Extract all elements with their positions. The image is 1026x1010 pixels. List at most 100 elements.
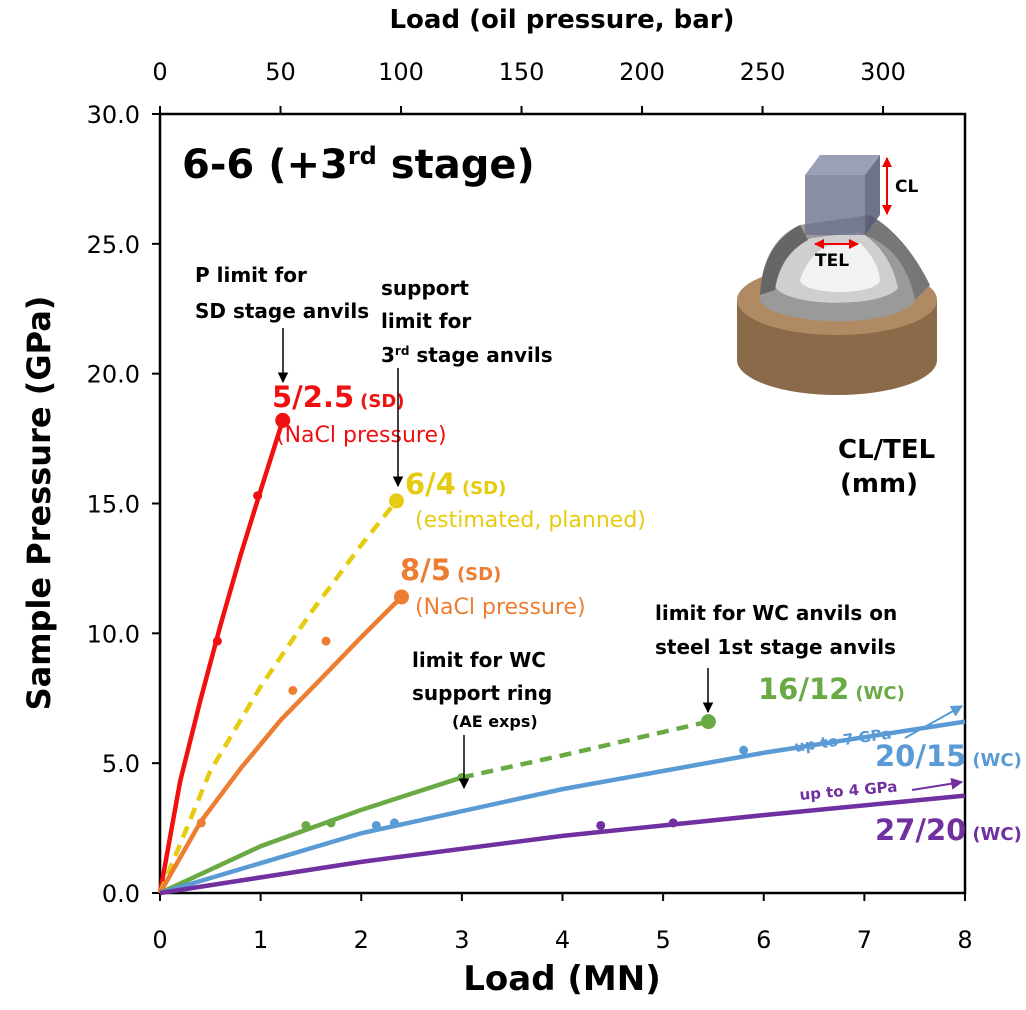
chart-title-part: 6-6 (+3 bbox=[182, 142, 348, 188]
annotation-part: rd bbox=[395, 344, 410, 358]
annotation: steel 1st stage anvils bbox=[655, 635, 896, 659]
limit-point bbox=[275, 412, 291, 428]
x2-tick-label: 250 bbox=[740, 58, 786, 86]
y-tick-label: 10.0 bbox=[87, 620, 140, 648]
series-name: 27/20 bbox=[875, 813, 966, 847]
series-name: 16/12 bbox=[758, 672, 849, 706]
series-note: up to 4 GPa bbox=[799, 778, 898, 804]
data-point bbox=[288, 685, 298, 695]
y-tick-label: 20.0 bbox=[87, 361, 140, 389]
chart-title: 6-6 (+3rd stage) bbox=[182, 142, 535, 188]
series-label: 8/5 (SD) bbox=[400, 553, 501, 587]
y-tick-label: 25.0 bbox=[87, 231, 140, 259]
x2-tick-label: 0 bbox=[152, 58, 167, 86]
data-point bbox=[596, 820, 606, 830]
inset-illustration bbox=[737, 155, 937, 395]
data-point bbox=[457, 772, 467, 782]
series-tag: (WC) bbox=[972, 824, 1022, 845]
annotation-part: SD stage anvils bbox=[195, 299, 369, 323]
annotation-part: limit for bbox=[381, 309, 471, 333]
data-point bbox=[371, 820, 381, 830]
x-tick-label: 1 bbox=[253, 926, 268, 954]
annotation: 3rd stage anvils bbox=[381, 343, 553, 367]
y-axis-title: Sample Pressure (GPa) bbox=[20, 296, 58, 711]
series-name: 8/5 bbox=[400, 553, 451, 587]
x-tick-label: 3 bbox=[454, 926, 469, 954]
y-tick-label: 30.0 bbox=[87, 101, 140, 129]
series-label: 20/15 (WC) bbox=[875, 739, 1022, 773]
annotation: P limit for bbox=[195, 263, 307, 287]
y-tick-label: 0.0 bbox=[102, 880, 140, 908]
series-line bbox=[157, 499, 399, 894]
series-tag: (SD) bbox=[462, 478, 506, 499]
series-tag: (WC) bbox=[855, 683, 905, 704]
annotation: support ring bbox=[412, 681, 552, 705]
series-label: 27/20 (WC) bbox=[875, 813, 1022, 847]
series-name: 20/15 bbox=[875, 739, 966, 773]
note-arrow bbox=[904, 705, 964, 739]
data-point bbox=[212, 636, 222, 646]
inset-caption: (mm) bbox=[840, 469, 918, 499]
inset-caption: CL/TEL bbox=[838, 435, 935, 465]
limit-point bbox=[394, 589, 409, 605]
annotation: limit for WC bbox=[412, 648, 546, 672]
series-note: (estimated, planned) bbox=[415, 508, 646, 533]
series-line bbox=[159, 719, 966, 896]
annotation-part: limit for WC bbox=[412, 648, 546, 672]
y-tick-label: 5.0 bbox=[102, 750, 140, 778]
x-axis-title: Load (MN) bbox=[463, 959, 661, 999]
annotation-part: (AE exps) bbox=[452, 712, 538, 731]
annotation-part: stage anvils bbox=[409, 343, 552, 367]
series-name: 6/4 bbox=[405, 467, 456, 501]
data-point bbox=[389, 818, 399, 828]
chart-title-part: rd bbox=[348, 142, 377, 170]
annotation: limit for bbox=[381, 309, 471, 333]
data-point bbox=[301, 820, 311, 830]
series-label: 5/2.5 (SD) bbox=[272, 380, 405, 414]
series-line bbox=[159, 793, 966, 896]
x-tick-label: 2 bbox=[354, 926, 369, 954]
data-point bbox=[253, 491, 263, 501]
series-tag: (WC) bbox=[972, 750, 1022, 771]
x-tick-label: 7 bbox=[857, 926, 872, 954]
data-point bbox=[196, 818, 206, 828]
series-label: 16/12 (WC) bbox=[758, 672, 905, 706]
series-label: 6/4 (SD) bbox=[405, 467, 506, 501]
series-tag: (SD) bbox=[457, 564, 501, 585]
x2-tick-label: 100 bbox=[378, 58, 424, 86]
inset-label: TEL bbox=[815, 251, 849, 271]
inset-label: CL bbox=[895, 177, 918, 197]
x2-tick-label: 150 bbox=[499, 58, 545, 86]
x-tick-label: 4 bbox=[555, 926, 570, 954]
annotation: limit for WC anvils on bbox=[655, 601, 897, 625]
data-point bbox=[668, 818, 678, 828]
y-tick-label: 15.0 bbox=[87, 491, 140, 519]
series-line bbox=[461, 719, 709, 780]
annotation: support bbox=[381, 276, 469, 300]
series-line bbox=[158, 595, 404, 895]
series-line bbox=[159, 775, 463, 896]
data-point bbox=[326, 818, 336, 828]
limit-point bbox=[700, 714, 716, 730]
limit-point bbox=[388, 493, 404, 509]
annotation-part: steel 1st stage anvils bbox=[655, 635, 896, 659]
note-arrow bbox=[911, 777, 964, 791]
annotation: SD stage anvils bbox=[195, 299, 369, 323]
annotation-part: P limit for bbox=[195, 263, 307, 287]
x-tick-label: 0 bbox=[152, 926, 167, 954]
series-note: (NaCl pressure) bbox=[415, 595, 586, 620]
annotation-part: limit for WC anvils on bbox=[655, 601, 897, 625]
x2-tick-label: 300 bbox=[860, 58, 906, 86]
data-point bbox=[739, 745, 749, 755]
x-tick-label: 8 bbox=[957, 926, 972, 954]
chart-title-part: stage) bbox=[377, 142, 535, 188]
series-tag: (SD) bbox=[360, 391, 404, 412]
x-tick-label: 6 bbox=[756, 926, 771, 954]
annotation-part: 3 bbox=[381, 343, 395, 367]
annotation-part: support ring bbox=[412, 681, 552, 705]
annotation-part: support bbox=[381, 276, 469, 300]
series-line bbox=[157, 419, 285, 894]
x-tick-label: 5 bbox=[655, 926, 670, 954]
x2-tick-label: 50 bbox=[265, 58, 296, 86]
